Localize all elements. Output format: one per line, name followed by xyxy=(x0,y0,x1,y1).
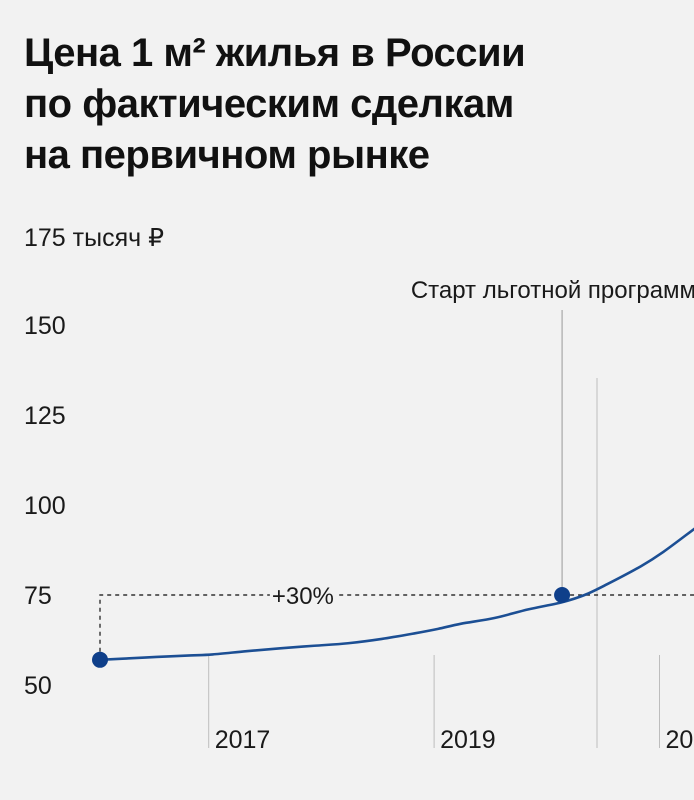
program-start-label: Старт льготной программы xyxy=(411,277,694,304)
y-axis-ticks: 150 125 100 75 50 xyxy=(24,312,66,700)
x-tick-label-2021: 2021 xyxy=(666,726,694,754)
x-axis-ticks: 2017201920212024 xyxy=(215,726,694,754)
x-tick-label-2017: 2017 xyxy=(215,726,271,754)
price-series-line xyxy=(99,527,694,662)
chart-title-line-2: по фактическим сделкам xyxy=(24,82,514,126)
growth-bracket-30 xyxy=(99,594,563,660)
growth-bracket-100 xyxy=(562,594,694,596)
guide-lines xyxy=(208,378,660,748)
y-tick-label-75: 75 xyxy=(24,582,52,610)
data-marker-1 xyxy=(554,587,571,603)
chart-title-line-1: Цена 1 м² жилья в России xyxy=(24,31,526,75)
data-marker-0 xyxy=(92,651,108,668)
y-tick-label-100: 100 xyxy=(24,492,66,520)
annotations: Старт льготной программы+30%+100% xyxy=(99,277,694,660)
unit-label: 175 тысяч ₽ xyxy=(24,224,164,252)
y-tick-label-50: 50 xyxy=(24,672,52,700)
chart-title: Цена 1 м² жилья в России по фактическим … xyxy=(24,28,664,181)
growth-label-0: +30% xyxy=(272,583,334,610)
x-tick-label-2019: 2019 xyxy=(440,726,496,754)
data-markers xyxy=(92,587,571,668)
y-tick-label-150: 150 xyxy=(24,312,66,340)
chart-title-line-3: на первичном рынке xyxy=(24,133,430,177)
y-tick-label-125: 125 xyxy=(24,402,66,430)
growth-label-bg-0 xyxy=(269,581,336,609)
